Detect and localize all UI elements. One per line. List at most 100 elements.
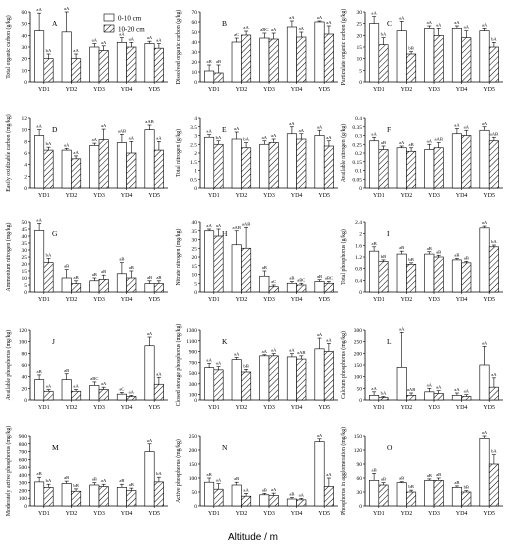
y-tick-label: 4 (24, 163, 27, 169)
significance-label: aB (427, 473, 432, 478)
x-tick-label: YD1 (208, 87, 220, 93)
panel-letter: D (52, 125, 58, 134)
significance-label: bA (46, 252, 52, 257)
bar-depth-10-20 (488, 140, 499, 189)
bar-depth-10-20 (296, 138, 307, 189)
bar-depth-0-10 (116, 42, 127, 83)
significance-label: aA (454, 387, 460, 392)
x-tick-label: YD2 (66, 405, 78, 411)
bar-depth-0-10 (34, 30, 45, 83)
bar-depth-0-10 (451, 259, 462, 293)
bar-depth-0-10 (204, 481, 215, 507)
y-axis-label: Closed storage phosphorus (mg/kg) (175, 324, 182, 407)
significance-label: aA (101, 40, 107, 45)
bar-depth-10-20 (461, 37, 472, 83)
x-tick-label: YD3 (263, 297, 275, 303)
significance-label: bB (408, 484, 413, 489)
x-tick-label: YD3 (428, 511, 440, 517)
y-axis-label: Total phosphorus (g/kg) (340, 229, 347, 285)
x-tick-label: YD1 (38, 193, 50, 199)
significance-label: aB (216, 59, 221, 64)
bar-depth-0-10 (369, 250, 380, 293)
significance-label: aB (409, 142, 414, 147)
x-tick-label: YD3 (263, 405, 275, 411)
significance-label: aA (482, 121, 488, 126)
bar-depth-10-20 (241, 147, 252, 189)
significance-label: aA (36, 217, 42, 222)
bar-depth-0-10 (34, 481, 45, 507)
x-tick-label: YD2 (236, 297, 248, 303)
bar-depth-10-20 (153, 283, 164, 293)
significance-label: aA (482, 220, 488, 225)
y-tick-label: 0 (359, 80, 362, 86)
significance-label: aB (399, 245, 404, 250)
bar-depth-10-20 (488, 246, 499, 293)
significance-label: aA (156, 371, 162, 376)
y-tick-label: 40 (22, 234, 28, 240)
significance-label: bA (156, 471, 162, 476)
x-tick-label: YD4 (121, 511, 133, 517)
y-axis-label: Dissolved organic carbon (g/kg) (175, 10, 182, 85)
significance-label: aAB (145, 119, 153, 124)
significance-label: aC (119, 386, 124, 391)
y-tick-label: 2.5 (190, 142, 197, 148)
y-tick-label: 40 (22, 375, 28, 381)
significance-label: aC (271, 279, 276, 284)
bar-depth-0-10 (479, 227, 490, 293)
significance-label: aB (372, 467, 377, 472)
y-tick-label: 0 (24, 80, 27, 86)
bar-depth-10-20 (71, 283, 82, 293)
bar-depth-10-20 (153, 383, 164, 401)
significance-label: aA (64, 142, 70, 147)
bar-depth-0-10 (231, 484, 242, 507)
bar-depth-0-10 (259, 143, 270, 189)
significance-label: aB (74, 275, 79, 280)
y-tick-label: 1.2 (355, 255, 362, 261)
significance-label: bB (73, 483, 78, 488)
significance-label: aA (156, 135, 162, 140)
significance-label: aA (299, 26, 305, 31)
bar-depth-10-20 (268, 38, 279, 83)
y-tick-label: 30 (192, 50, 198, 56)
bar-depth-0-10 (314, 348, 325, 401)
bar-depth-10-20 (241, 247, 252, 293)
x-tick-label: YD3 (93, 193, 105, 199)
significance-label: aA (101, 381, 107, 386)
y-tick-label: 35 (22, 241, 28, 247)
bar-depth-10-20 (98, 50, 109, 83)
significance-label: bB (381, 254, 386, 259)
bar-depth-10-20 (153, 149, 164, 189)
significance-label: aB (464, 255, 469, 260)
significance-label: aB (156, 275, 161, 280)
y-tick-label: 15 (22, 269, 28, 275)
x-tick-label: YD5 (318, 297, 330, 303)
bar-depth-0-10 (396, 482, 407, 507)
significance-label: bA (491, 36, 497, 41)
x-tick-label: YD1 (373, 193, 385, 199)
significance-label: aA (289, 348, 295, 353)
bar-depth-0-10 (61, 483, 72, 507)
panel-A: 0 10 20 30 40 50 60 Total organic carbon (g/kg)… (5, 6, 168, 93)
significance-label: bB (408, 257, 413, 262)
panel-C: 0 5 10 15 20 25 30 Particulate organic carbon (… (340, 9, 503, 93)
y-tick-label: 0.3 (355, 134, 362, 140)
significance-label: aA (399, 15, 405, 20)
y-axis-label: Moderately active phosphorus (mg/kg) (5, 426, 12, 516)
bar-depth-0-10 (396, 367, 407, 401)
significance-label: aA (317, 124, 323, 129)
y-tick-label: 100 (189, 393, 198, 399)
y-tick-label: 200 (354, 351, 363, 357)
bar-depth-0-10 (451, 28, 462, 83)
bar-depth-10-20 (406, 491, 417, 507)
x-tick-label: YD2 (236, 511, 248, 517)
x-tick-label: YD5 (318, 511, 330, 517)
y-tick-label: 50 (192, 490, 198, 496)
x-tick-label: YD5 (148, 511, 160, 517)
significance-label: aAB (407, 387, 415, 392)
bar-depth-10-20 (126, 152, 137, 189)
significance-label: aBC (297, 277, 305, 282)
significance-label: aA (234, 126, 240, 131)
y-tick-label: 30 (357, 490, 363, 496)
